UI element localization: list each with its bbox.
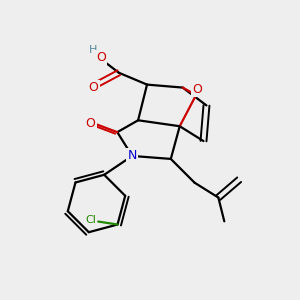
Text: Cl: Cl <box>85 215 96 225</box>
Text: O: O <box>96 51 106 64</box>
Text: O: O <box>85 117 95 130</box>
Text: O: O <box>88 81 98 94</box>
Text: H: H <box>89 45 98 56</box>
Text: O: O <box>193 83 202 96</box>
Text: N: N <box>128 149 137 162</box>
